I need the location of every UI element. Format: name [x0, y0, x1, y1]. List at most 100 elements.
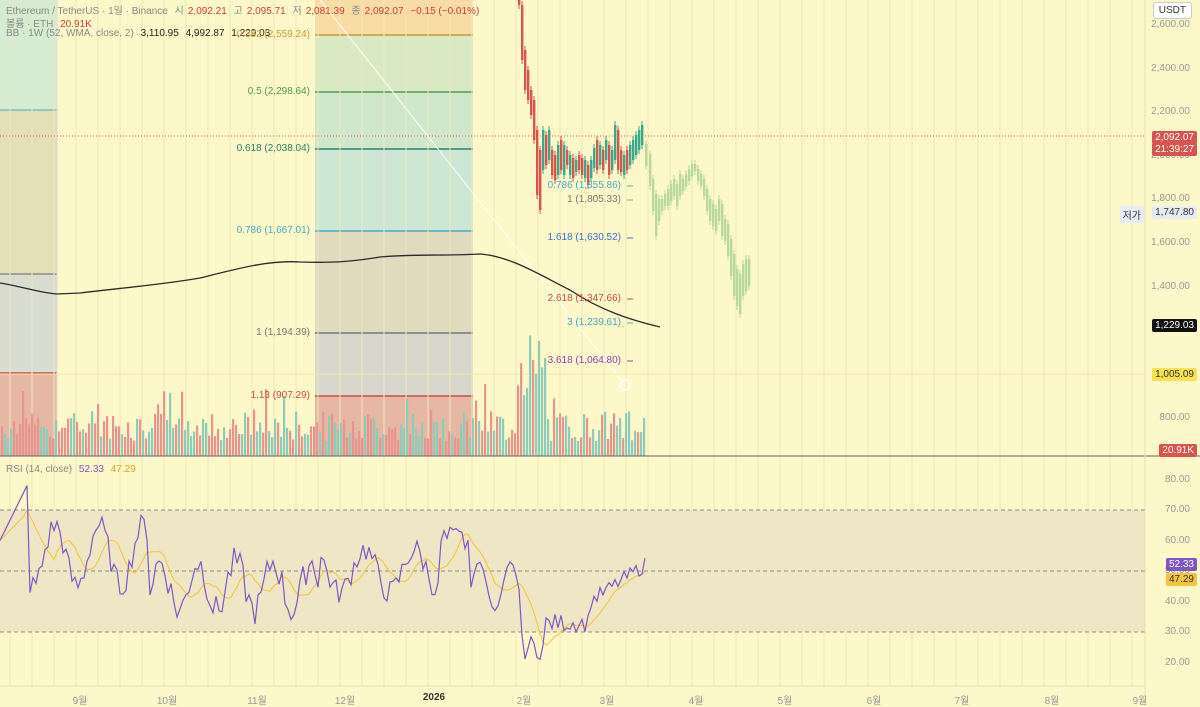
candle-body — [584, 160, 587, 178]
volume-bar — [265, 389, 268, 456]
trend-handle[interactable] — [619, 379, 631, 391]
projection-body — [703, 179, 706, 196]
candle-body — [527, 70, 530, 100]
projection-body — [727, 224, 730, 256]
volume-bar — [172, 427, 175, 456]
legend-rsi-row[interactable]: RSI (14, close) 52.33 47.29 — [6, 464, 140, 475]
legend-bb-row[interactable]: BB · 1W (52, WMA, close, 2) 3,110.95 4,9… — [6, 28, 274, 39]
volume-bar — [631, 440, 634, 456]
trend-line[interactable] — [319, 0, 626, 386]
volume-bar — [52, 438, 55, 456]
volume-bar — [340, 423, 343, 456]
projection-body — [730, 239, 733, 276]
volume-bar — [430, 409, 433, 456]
candle-body — [596, 140, 599, 170]
volume-bar — [379, 437, 382, 456]
projection-body — [733, 254, 736, 296]
volume-bar — [442, 418, 445, 456]
volume-bar — [472, 418, 475, 456]
volume-bar — [61, 427, 64, 456]
price-axis-label: 1,400.00 — [1151, 281, 1190, 292]
volume-bar — [304, 433, 307, 456]
volume-bar — [244, 412, 247, 456]
volume-bar — [457, 438, 460, 456]
volume-bar — [67, 418, 70, 456]
projection-body — [682, 179, 685, 191]
volume-bar — [307, 434, 310, 456]
fib-retracement-box[interactable] — [315, 0, 473, 456]
open-value: 2,092.21 — [187, 6, 227, 17]
volume-tag: 20.91K — [1159, 444, 1197, 457]
volume-bar — [628, 411, 631, 456]
volume-bar — [214, 436, 217, 456]
projection-body — [721, 204, 724, 236]
volume-bar — [55, 420, 58, 456]
candle-body — [623, 155, 626, 175]
rsi-axis-label: 20.00 — [1164, 657, 1190, 668]
rsi-label[interactable]: RSI (14, close) — [6, 464, 73, 475]
projection-body — [700, 174, 703, 186]
volume-bar — [598, 430, 601, 456]
time-axis-label: 11월 — [247, 696, 267, 707]
volume-bar — [121, 434, 124, 456]
volume-bar — [247, 416, 250, 456]
volume-bar — [343, 419, 346, 456]
volume-bar — [349, 433, 352, 456]
volume-bar — [529, 335, 532, 456]
volume-bar — [40, 426, 43, 456]
candle-body — [557, 145, 560, 175]
candle-body — [587, 165, 590, 185]
projection-body — [736, 269, 739, 306]
bb-label[interactable]: BB · 1W (52, WMA, close, 2) — [6, 28, 134, 39]
projection-body — [724, 219, 727, 241]
volume-bar — [145, 438, 148, 456]
volume-bar — [4, 433, 7, 456]
projection-body — [718, 199, 721, 221]
rsi-axis-label: 80.00 — [1164, 474, 1190, 485]
candle-body — [551, 150, 554, 175]
volume-bar — [607, 438, 610, 456]
time-axis-label: 10월 — [156, 696, 178, 707]
volume-bar — [517, 385, 520, 456]
low-label: 저 — [292, 6, 302, 17]
volume-bar — [169, 392, 172, 456]
rsi-ma-line — [0, 508, 646, 646]
volume-bar — [589, 437, 592, 456]
candle-body — [590, 160, 593, 178]
volume-bar — [376, 428, 379, 456]
projection-body — [658, 199, 661, 221]
volume-bar — [367, 414, 370, 456]
projection-body — [652, 179, 655, 211]
fib-extension-label: 3.618 (1,064.80) — [547, 355, 621, 366]
candle-body — [602, 150, 605, 170]
volume-bar — [28, 424, 31, 456]
symbol-label[interactable]: Ethereum / TetherUS · 1일 · Binance — [6, 6, 168, 17]
legend-symbol-row[interactable]: Ethereum / TetherUS · 1일 · Binance 시 2,09… — [6, 2, 483, 17]
volume-bar — [16, 433, 19, 456]
legend-volume-row[interactable]: 볼륨 · ETH 20.91K — [6, 15, 96, 30]
volume-bar — [292, 439, 295, 456]
bb-lower-band — [0, 253, 661, 328]
volume-bar — [181, 391, 184, 456]
volume-bar — [208, 435, 211, 456]
candle-body — [566, 150, 569, 165]
volume-bar — [544, 357, 547, 456]
volume-bar — [556, 417, 559, 456]
projection-body — [679, 174, 682, 196]
time-axis-label: 8월 — [1044, 696, 1060, 707]
volume-bar — [187, 421, 190, 456]
fib-level-label: 0.382 (2,559.24) — [236, 29, 310, 40]
volume-bar — [286, 427, 289, 456]
fib-level-label: 1.13 (907.29) — [250, 390, 311, 401]
candle-body — [545, 135, 548, 165]
volume-bar — [613, 413, 616, 456]
high-value: 2,095.71 — [246, 6, 286, 17]
currency-button[interactable]: USDT — [1152, 2, 1192, 19]
volume-bar — [538, 341, 541, 456]
volume-bar — [13, 421, 16, 456]
volume-label[interactable]: 볼륨 · ETH — [6, 19, 54, 30]
volume-bar — [487, 431, 490, 456]
projection-bars[interactable] — [645, 140, 751, 318]
volume-bar — [355, 438, 358, 456]
